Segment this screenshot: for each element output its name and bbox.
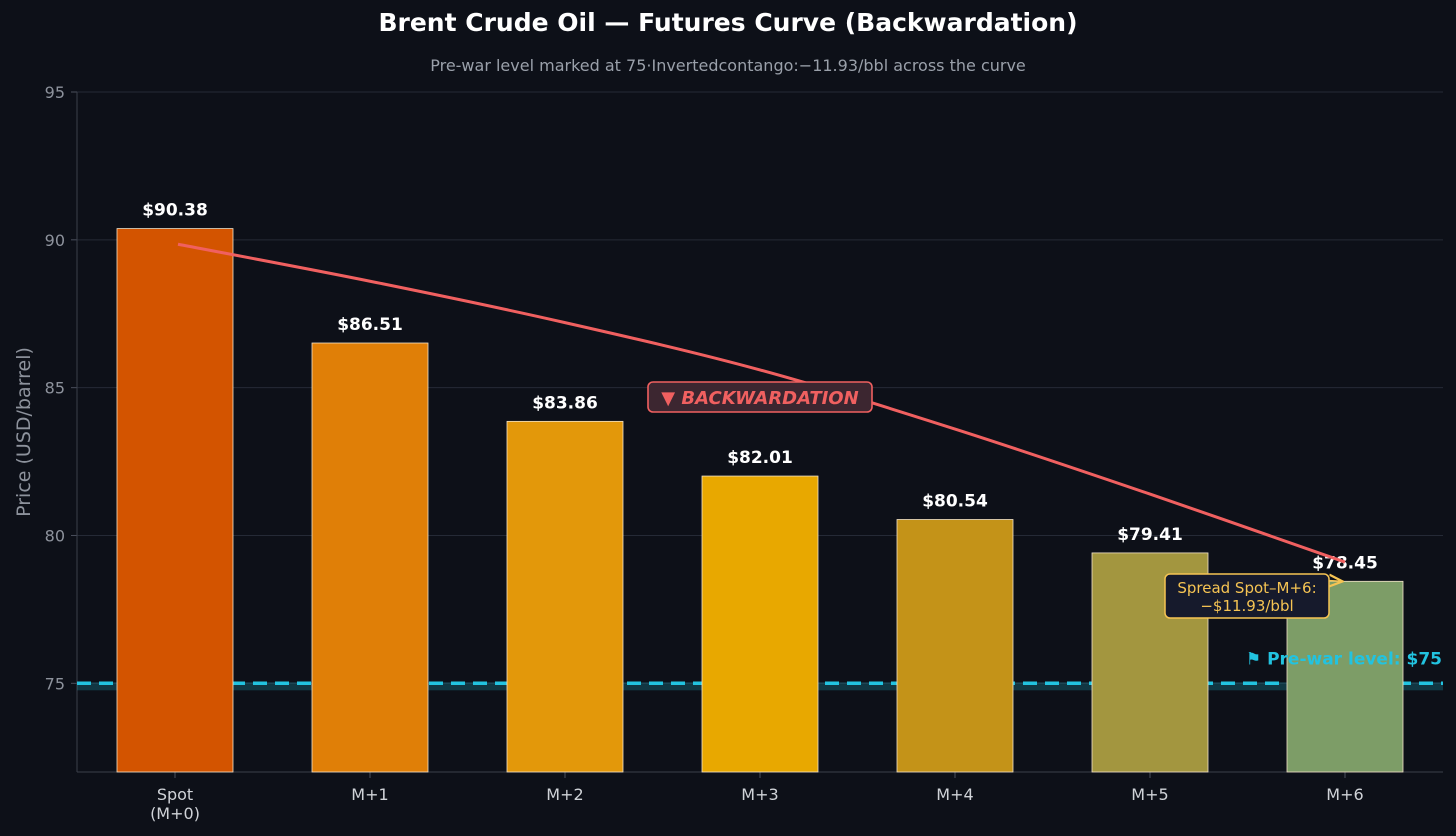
- x-tick-label-line: (M+0): [150, 804, 200, 823]
- trend-curve: [177, 242, 1346, 564]
- x-tick-label-line: M+4: [936, 785, 973, 804]
- y-tick-label: 90: [45, 231, 65, 250]
- x-tick-label: M+2: [546, 785, 583, 804]
- spread-annotation-line1: Spread Spot–M+6:: [1177, 579, 1316, 597]
- data-label: $86.51: [337, 315, 403, 335]
- data-label: $79.41: [1117, 525, 1183, 545]
- y-tick-label: 85: [45, 379, 65, 398]
- x-tick-label: M+6: [1326, 785, 1363, 804]
- data-label: $83.86: [532, 393, 598, 413]
- x-tick-label: M+4: [936, 785, 973, 804]
- backwardation-label: ▼ BACKWARDATION: [661, 388, 858, 409]
- reference-label: ⚑ Pre-war level: $75: [1246, 649, 1442, 669]
- spread-annotation-box: [1164, 573, 1330, 619]
- data-label: $90.38: [142, 201, 208, 221]
- data-label: $78.45: [1312, 553, 1378, 573]
- spread-annotation-line2: −$11.93/bbl: [1200, 597, 1293, 615]
- x-tick-label-line: M+5: [1131, 785, 1168, 804]
- x-tick-label: Spot (M+0): [150, 785, 200, 823]
- labels-layer: $90.38 $86.51 $83.86 $82.01 $80.54 $79.41 $78.…: [142, 201, 1378, 574]
- data-label: $80.54: [922, 492, 988, 512]
- x-tick-label: M+1: [351, 785, 388, 804]
- x-tick-label-line: Spot: [157, 785, 193, 804]
- x-tick-label: M+3: [741, 785, 778, 804]
- y-axis-label: Price (USD/barrel): [13, 347, 35, 517]
- y-tick-label: 95: [45, 83, 65, 102]
- x-tick-label-line: M+1: [351, 785, 388, 804]
- backwardation-badge: [647, 381, 873, 413]
- chart-title: Brent Crude Oil — Futures Curve (Backwar…: [378, 8, 1078, 37]
- annotation-layer: ⚑ Pre-war level: $75 ▼ BACKWARDATION Sprea…: [647, 381, 1442, 669]
- bars-layer: [116, 228, 1404, 773]
- chart-subtitle: Pre-war level marked at 75·Invertedconta…: [430, 56, 1026, 75]
- bar: [311, 342, 429, 773]
- bar: [506, 420, 624, 773]
- x-tick-label-line: M+2: [546, 785, 583, 804]
- x-tick-label: M+5: [1131, 785, 1168, 804]
- y-tick-label: 80: [45, 526, 65, 545]
- bar: [116, 228, 234, 773]
- x-tick-label-line: M+6: [1326, 785, 1363, 804]
- trend-layer: [177, 242, 1346, 564]
- y-tick-label: 75: [45, 674, 65, 693]
- bar: [701, 475, 819, 773]
- bar: [896, 519, 1014, 773]
- x-tick-label-line: M+3: [741, 785, 778, 804]
- data-label: $82.01: [727, 448, 793, 468]
